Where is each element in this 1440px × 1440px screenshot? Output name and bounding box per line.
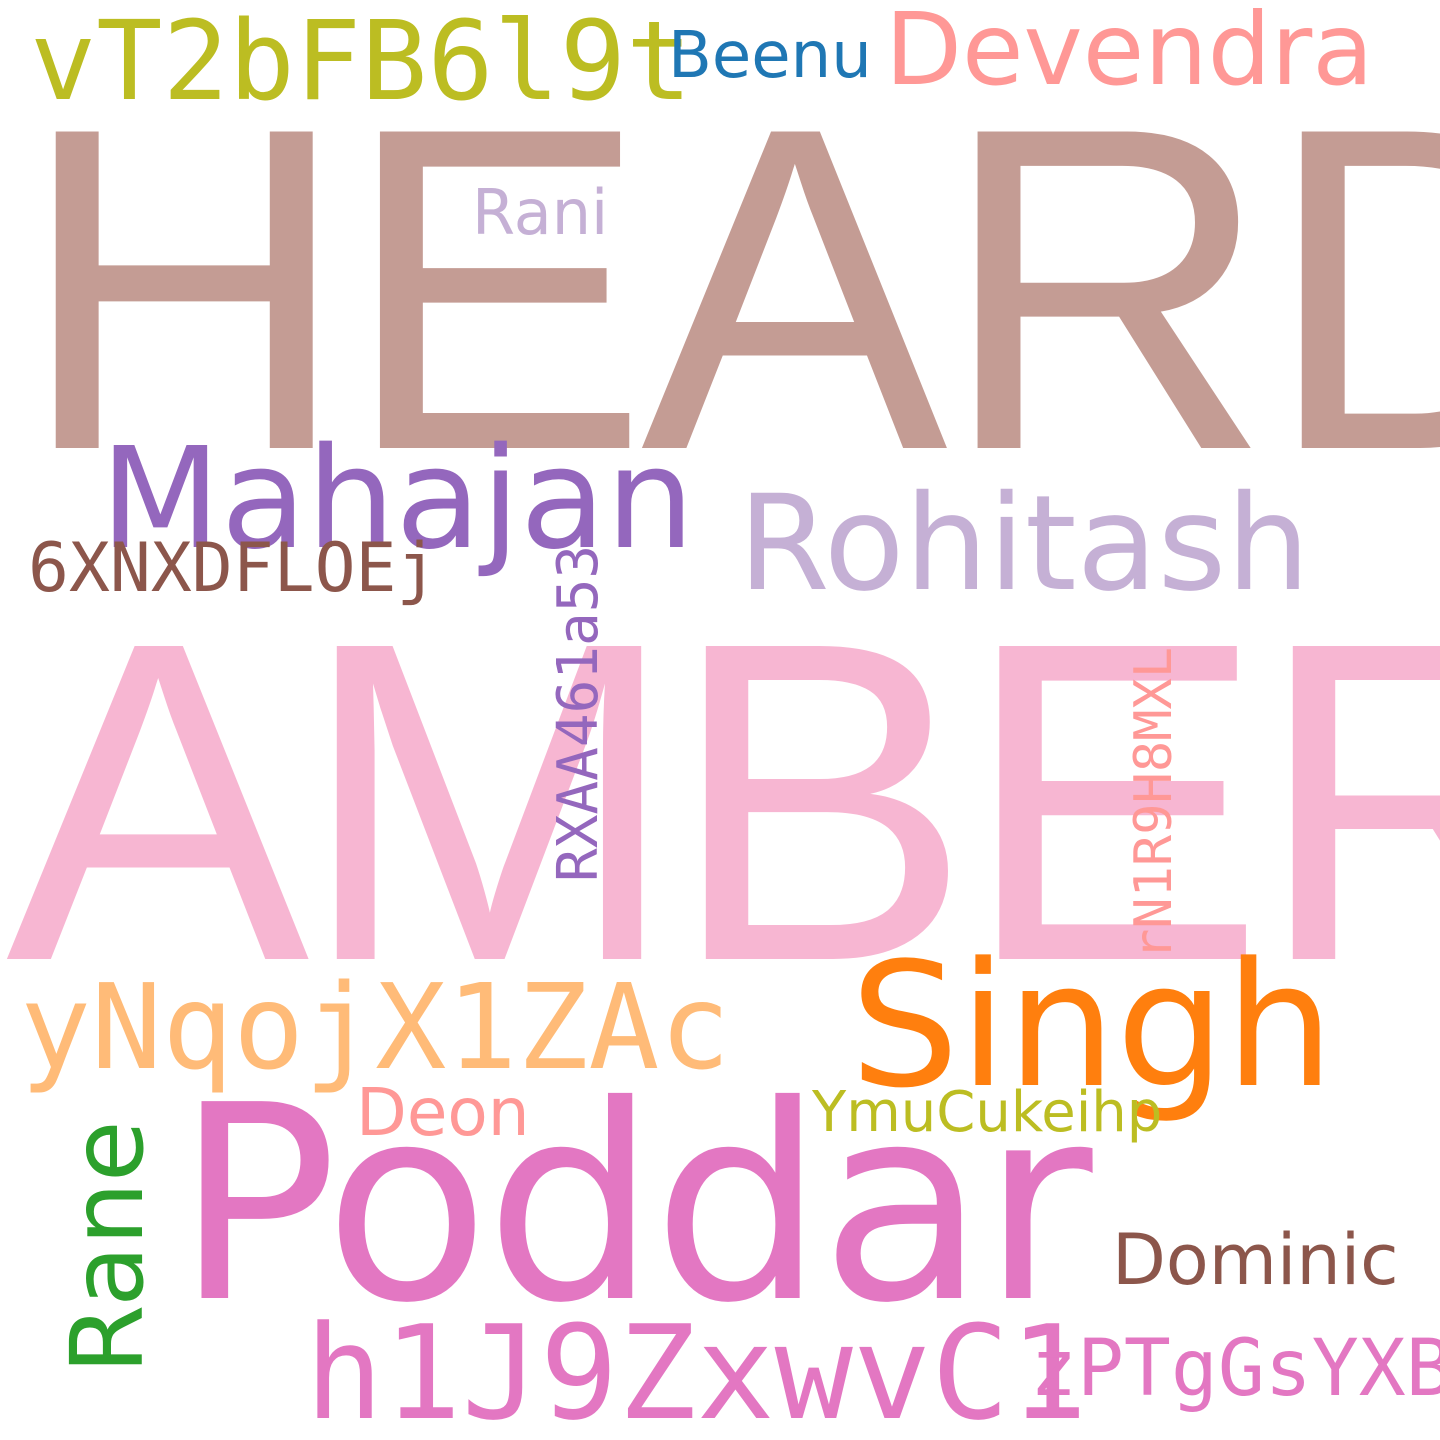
word-poddar: Poddar (175, 1047, 1093, 1362)
word-heard: HEARD (18, 33, 1440, 546)
word-ynqojx1zac-visible: yNqojX1ZAc (20, 958, 731, 1096)
word-devendra: Devendra (885, 0, 1374, 108)
word-rane: Rane (49, 1120, 166, 1374)
word-beenu: Beenu (668, 19, 872, 93)
word-rn1r9h8mxl: rN1R9H8MXL (1124, 646, 1184, 960)
word-6xnxdfloej: 6XNXDFLOEj (28, 529, 438, 608)
word-dominic: Dominic (1112, 1219, 1399, 1301)
word-deon: Deon (356, 1074, 530, 1151)
word-h1j9zxwvc1: h1J9ZxwvC1 (305, 1297, 1088, 1440)
word-ymucukeihp: YmuCukeihp (812, 1080, 1163, 1145)
word-vt2bfb6l9t: vT2bFB6l9t (30, 0, 693, 125)
word-rani: Rani (472, 176, 609, 249)
word-rohitash: Rohitash (738, 467, 1310, 621)
word-zptggsyxbf: zPTgGsYXBf (1030, 1324, 1440, 1414)
word-rxaa461a53: RXAA461a53 (546, 544, 611, 882)
word-singh: Singh (850, 925, 1335, 1126)
word-mahajan: Mahajan (100, 418, 695, 581)
word-amber: AMBER (6, 548, 1440, 1056)
